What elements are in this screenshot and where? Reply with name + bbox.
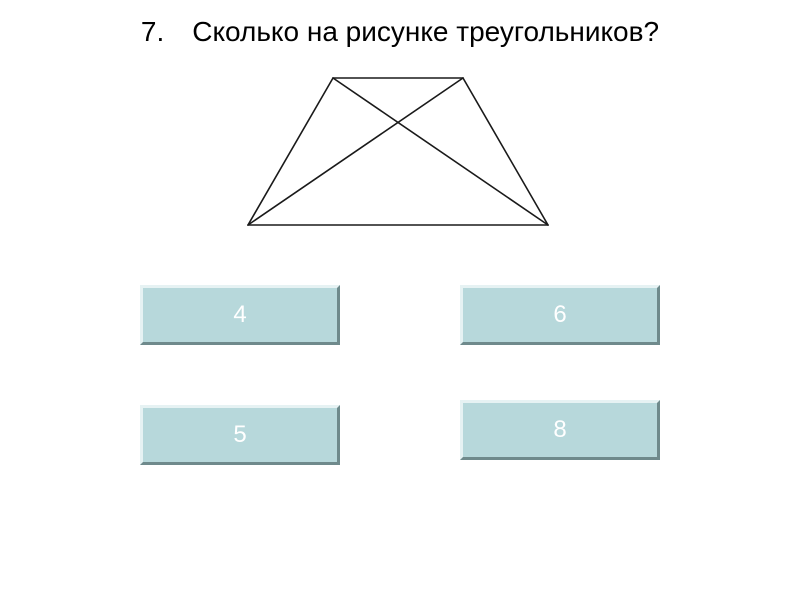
question-number: 7. xyxy=(141,16,164,48)
question-line: 7. Сколько на рисунке треугольников? xyxy=(0,16,800,48)
answer-option-5[interactable]: 5 xyxy=(140,405,340,465)
figure-svg xyxy=(238,70,558,240)
answer-option-6[interactable]: 6 xyxy=(460,285,660,345)
answer-option-8[interactable]: 8 xyxy=(460,400,660,460)
answer-option-4[interactable]: 4 xyxy=(140,285,340,345)
triangle-figure xyxy=(238,70,558,240)
question-text: Сколько на рисунке треугольников? xyxy=(192,16,659,47)
